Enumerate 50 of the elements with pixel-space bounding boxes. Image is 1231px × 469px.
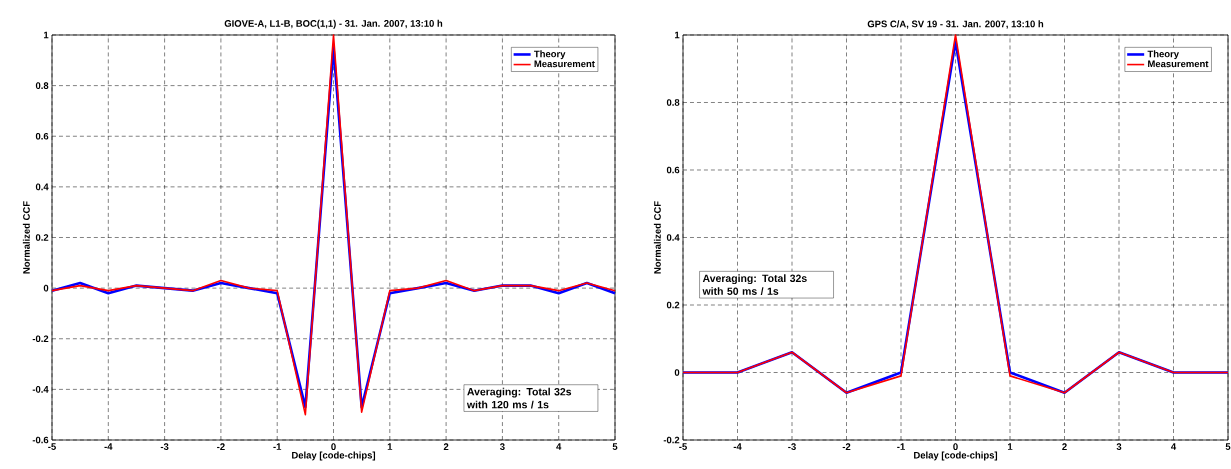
y-tick-label: 0.4 — [35, 183, 49, 191]
chart-title: GIOVE-A, L1-B, BOC(1,1) - 31. Jan. 2007, 13:10 h — [224, 19, 443, 29]
x-tick-label: 4 — [556, 443, 562, 450]
x-tick-label: 0 — [331, 443, 336, 451]
x-tick-label: -2 — [217, 443, 225, 450]
y-tick-label: 0.6 — [35, 132, 49, 140]
y-tick-label: -0.6 — [32, 436, 49, 444]
x-tick-label: -5 — [48, 443, 56, 450]
y-axis-title: Normalized CCF — [22, 201, 30, 274]
x-tick-label: -3 — [788, 443, 796, 451]
y-tick-label: 1 — [674, 31, 680, 39]
x-tick-label: 2 — [1062, 443, 1067, 450]
annotation: Averaging: Total 32s with 50 ms / 1s — [702, 274, 807, 296]
x-tick-label: -1 — [897, 443, 905, 450]
chart-title: GPS C/A, SV 19 - 31. Jan. 2007, 13:10 h — [867, 20, 1044, 29]
x-tick-label: -2 — [842, 443, 851, 450]
y-tick-label: 0.4 — [666, 234, 680, 241]
y-tick-label: 0 — [674, 369, 680, 376]
annotation: Averaging: Total 32s with 120 ms / 1s — [466, 387, 572, 409]
x-tick-label: 1 — [387, 443, 393, 450]
x-tick-label: 5 — [1225, 443, 1231, 450]
x-tick-label: 2 — [443, 443, 449, 450]
legend-label: Theory — [1147, 50, 1179, 60]
y-tick-label: 0.2 — [666, 301, 680, 309]
x-tick-label: -1 — [273, 443, 282, 450]
y-tick-label: 0.8 — [35, 82, 49, 89]
x-tick-label: -3 — [160, 443, 169, 451]
x-tick-label: 5 — [612, 443, 618, 450]
legend-label: Measurement — [1148, 60, 1209, 68]
y-tick-label: 0.2 — [35, 234, 49, 241]
x-axis-title: Delay [code-chips] — [914, 451, 998, 461]
x-axis-title: Delay [code-chips] — [292, 451, 376, 461]
y-tick-label: -0.2 — [32, 335, 49, 343]
x-tick-label: 4 — [1171, 443, 1177, 450]
x-tick-label: 0 — [953, 443, 958, 451]
y-tick-label: 0 — [43, 284, 49, 292]
y-tick-label: 0.8 — [666, 99, 680, 106]
legend-label: Measurement — [534, 60, 595, 68]
x-tick-label: 1 — [1007, 443, 1013, 450]
x-tick-label: -5 — [679, 443, 687, 450]
legend-label: Theory — [534, 50, 566, 60]
y-axis-title: Normalized CCF — [653, 201, 661, 274]
y-tick-label: 1 — [43, 31, 49, 39]
x-tick-label: 3 — [499, 443, 505, 451]
y-tick-label: -0.2 — [663, 436, 680, 444]
x-tick-label: -4 — [733, 443, 742, 450]
x-tick-label: -4 — [104, 443, 113, 450]
x-tick-label: 3 — [1116, 443, 1122, 451]
y-tick-label: -0.4 — [32, 386, 49, 393]
y-tick-label: 0.6 — [666, 166, 680, 174]
